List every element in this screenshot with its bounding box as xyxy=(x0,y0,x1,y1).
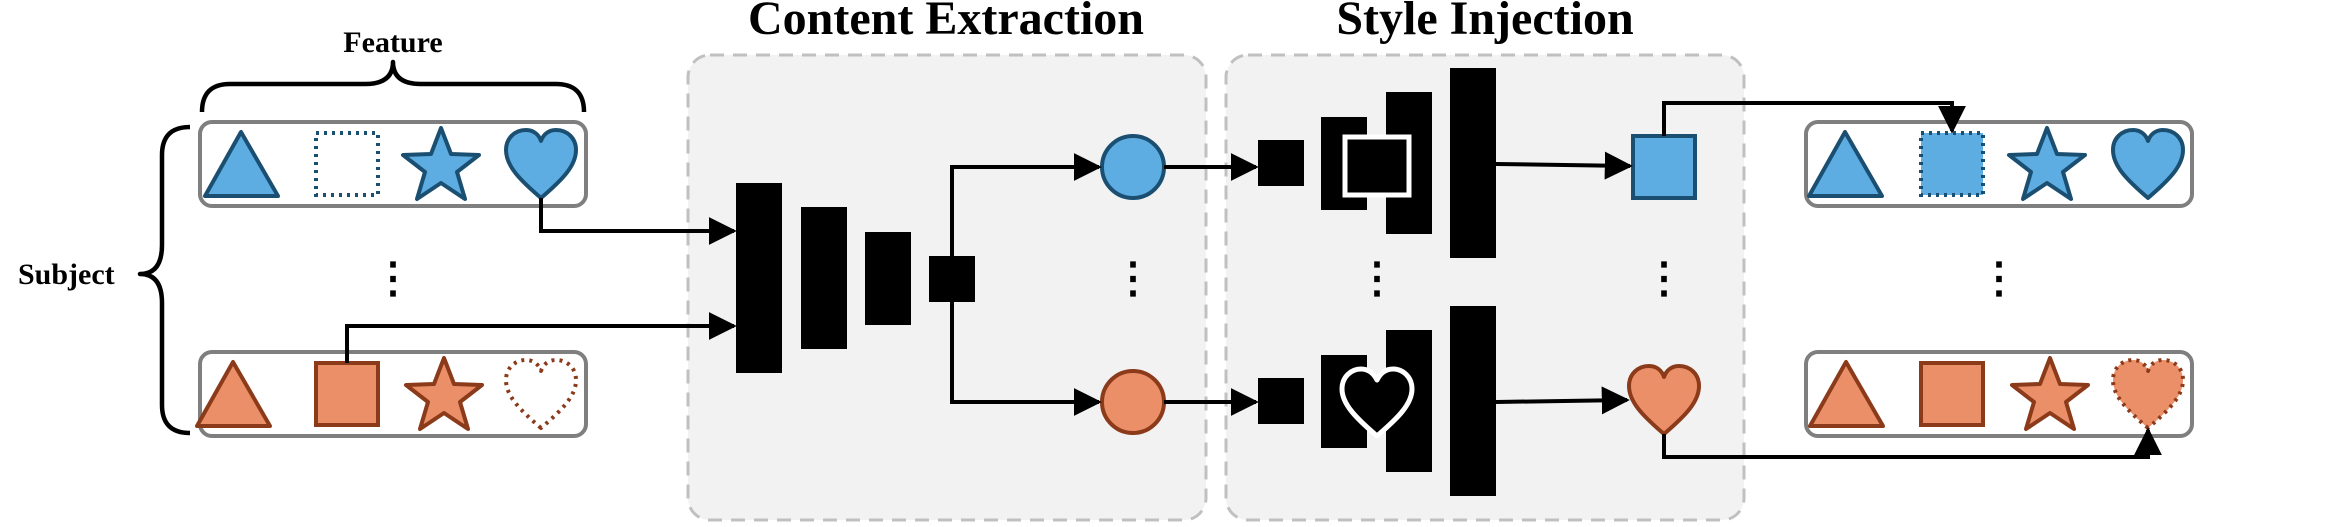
output-row-frame xyxy=(1804,350,2194,438)
star-icon xyxy=(2007,126,2087,201)
square-icon xyxy=(1919,131,1985,197)
triangle-icon xyxy=(1807,130,1884,198)
square-icon xyxy=(314,131,380,197)
star-icon xyxy=(404,356,484,431)
output-row-orange xyxy=(1804,350,2194,438)
output-ellipsis: ⋮ xyxy=(1978,256,2020,302)
input-row-frame xyxy=(198,350,588,438)
content-ellipsis: ⋮ xyxy=(1112,256,1154,302)
heart-icon xyxy=(2111,128,2185,200)
encoder-layer xyxy=(865,232,911,325)
arrow-orange-heart-to-output xyxy=(1662,427,2162,459)
style-decoder-bottom xyxy=(1258,306,1496,496)
decoder-input-block xyxy=(1258,378,1304,424)
style-decoder-top xyxy=(1258,68,1496,258)
subject-brace xyxy=(137,124,191,436)
encoder-layer xyxy=(801,207,847,349)
heart-icon xyxy=(2111,358,2185,430)
arrow-bottleneck-to-blue-circle xyxy=(950,153,1102,281)
connectors xyxy=(345,101,2162,459)
arrow-blue-square-to-output xyxy=(1662,101,1966,136)
circle-icon xyxy=(1100,134,1166,200)
arrow-decoder-to-blue-square xyxy=(1495,151,1633,180)
arrow-blue-heart-to-encoder xyxy=(539,198,737,245)
triangle-icon xyxy=(1808,360,1885,428)
input-row-blue xyxy=(198,120,588,208)
decoder-layer xyxy=(1450,306,1496,496)
content-encoder xyxy=(736,183,975,373)
triangle-icon xyxy=(195,360,272,428)
square-icon xyxy=(1919,361,1985,427)
encoder-layer xyxy=(736,183,782,373)
star-icon xyxy=(401,126,481,201)
style-ellipsis: ⋮ xyxy=(1356,256,1398,302)
square-icon xyxy=(1631,134,1697,200)
decoder-input-block xyxy=(1258,140,1304,186)
input-ellipsis: ⋮ xyxy=(372,256,414,302)
decoder-layer xyxy=(1450,68,1496,258)
triangle-icon xyxy=(203,130,280,198)
output-row-blue xyxy=(1804,120,2194,208)
heart-icon xyxy=(1339,366,1415,439)
heart-icon xyxy=(1627,364,1701,436)
content-extraction-title: Content Extraction xyxy=(748,0,1144,45)
circle-icon xyxy=(1100,369,1166,435)
square-icon xyxy=(1342,134,1412,198)
input-row-orange xyxy=(195,350,588,438)
arrow-bottleneck-to-orange-circle xyxy=(950,279,1102,416)
arrow-decoder-to-orange-heart xyxy=(1495,386,1630,415)
input-row-frame xyxy=(198,120,588,208)
heart-icon xyxy=(504,128,578,200)
feature-label: Feature xyxy=(343,26,442,59)
subject-label: Subject xyxy=(18,258,115,291)
style-injection-title: Style Injection xyxy=(1336,0,1633,45)
arrow-orange-square-to-encoder xyxy=(345,312,737,363)
star-icon xyxy=(2010,356,2090,431)
square-icon xyxy=(314,361,380,427)
output-row-frame xyxy=(1804,120,2194,208)
feature-brace xyxy=(199,59,587,113)
style-output-ellipsis: ⋮ xyxy=(1643,256,1685,302)
heart-icon xyxy=(504,358,578,430)
